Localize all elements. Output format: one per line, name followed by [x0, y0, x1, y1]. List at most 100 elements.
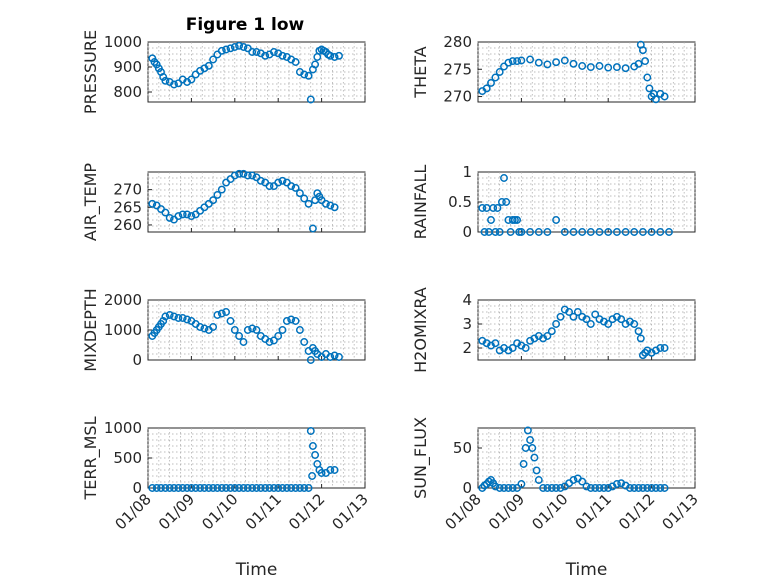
data-point [552, 216, 561, 224]
data-point [291, 317, 300, 325]
data-point [556, 312, 565, 321]
x-tick-label: 01/10 [528, 490, 571, 533]
data-point [287, 484, 296, 492]
data-point [239, 484, 248, 492]
figure-title: Figure 1 low [186, 15, 305, 35]
data-point [621, 64, 630, 73]
data-point [213, 484, 222, 492]
data-point [269, 484, 278, 492]
data-point [161, 208, 170, 217]
data-point [157, 484, 165, 492]
y-tick-label: 0 [462, 223, 472, 241]
data-point [586, 63, 595, 72]
data-point [528, 444, 537, 452]
data-point [330, 203, 339, 212]
y-tick-label: 260 [113, 216, 142, 234]
data-point [660, 92, 669, 101]
data-point [287, 315, 296, 324]
data-point [502, 198, 511, 206]
data-point [526, 55, 535, 64]
y-axis-label: PRESSURE [81, 30, 100, 114]
x-tick-label: 01/11 [572, 490, 615, 533]
data-point [645, 84, 654, 93]
data-point [174, 484, 183, 492]
data-point [591, 484, 600, 492]
data-point [495, 484, 504, 492]
data-point [617, 315, 626, 324]
data-point [239, 43, 248, 51]
data-point [636, 334, 645, 343]
data-point [491, 73, 500, 82]
data-point [513, 484, 522, 492]
data-point [265, 338, 274, 346]
data-point [170, 484, 178, 492]
data-point [500, 484, 508, 492]
data-point [161, 76, 170, 85]
data-point [174, 212, 183, 221]
data-point [595, 484, 604, 492]
y-axis-label: MIXDEPTH [81, 288, 100, 371]
data-point [321, 199, 330, 208]
data-point [300, 194, 309, 203]
data-point [326, 201, 335, 210]
y-tick-label: 0.5 [448, 193, 472, 211]
data-point [335, 353, 343, 361]
y-tick-label: 2000 [104, 291, 142, 309]
data-point [291, 183, 300, 192]
data-point [230, 171, 239, 180]
x-tick-label: 01/10 [198, 490, 241, 533]
data-point [330, 351, 339, 360]
y-tick-label: 1000 [104, 33, 142, 51]
data-point [621, 228, 630, 236]
data-point [656, 228, 665, 236]
data-point [604, 228, 613, 236]
data-point [209, 55, 218, 64]
y-tick-label: 280 [443, 33, 472, 51]
data-point [209, 323, 218, 331]
data-point [543, 484, 552, 492]
data-point [489, 204, 498, 212]
x-tick-label: 01/09 [485, 490, 528, 533]
data-point [306, 95, 315, 104]
data-point [630, 320, 639, 328]
data-point [612, 63, 621, 72]
y-tick-label: 4 [462, 291, 472, 309]
data-point [565, 308, 574, 316]
data-point [534, 476, 543, 484]
data-point [552, 58, 561, 67]
data-point [243, 484, 252, 492]
data-point [304, 484, 313, 492]
data-point [317, 469, 326, 477]
data-point [586, 228, 595, 236]
y-tick-label: 265 [113, 198, 142, 216]
data-point [304, 199, 313, 208]
y-axis-label: H2OMIXRA [411, 287, 430, 373]
data-point [230, 484, 239, 492]
data-point [480, 228, 489, 236]
data-point [209, 484, 218, 492]
data-point [330, 53, 339, 61]
y-tick-label: 1000 [104, 321, 142, 339]
data-point [552, 484, 561, 492]
data-point [291, 58, 300, 66]
y-tick-label: 800 [113, 83, 142, 101]
data-point [582, 482, 591, 491]
data-point [235, 332, 244, 340]
data-point [560, 56, 569, 65]
data-point [569, 59, 578, 68]
x-tick-label: 01/13 [329, 490, 372, 533]
data-point [578, 228, 587, 236]
data-point [248, 324, 257, 333]
data-point [256, 176, 265, 185]
data-point [495, 228, 504, 236]
data-point [491, 339, 500, 348]
data-point [569, 476, 578, 484]
data-point [239, 338, 248, 346]
data-point [248, 171, 257, 180]
data-point [282, 484, 291, 492]
data-point [222, 45, 231, 54]
